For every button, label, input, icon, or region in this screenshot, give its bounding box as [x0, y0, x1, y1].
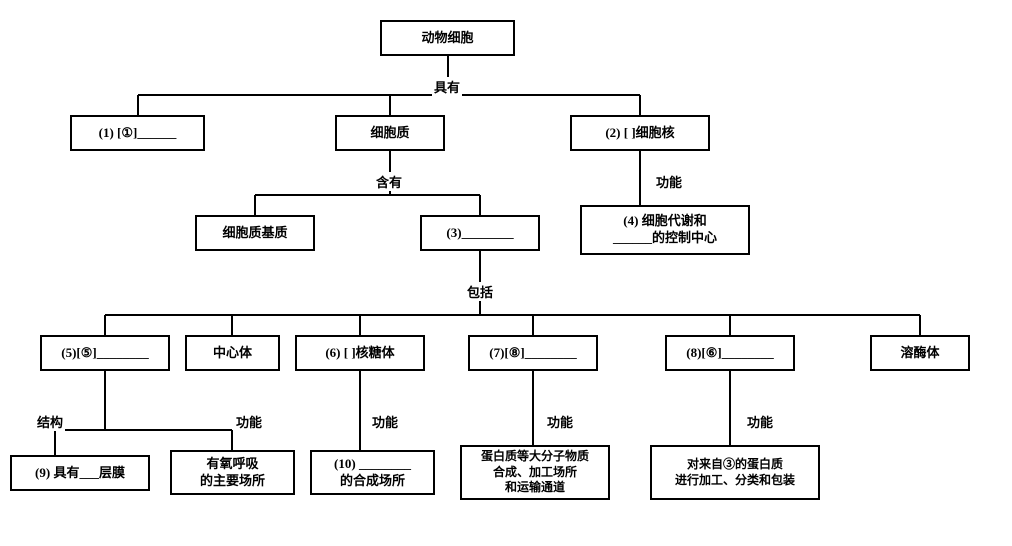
node-n4: (4) 细胞代谢和 ______的控制中心	[580, 205, 750, 255]
node-label: (1) [①]______	[99, 125, 177, 142]
edge-label-struct: 结构	[35, 412, 65, 431]
edge-label-func8: 功能	[745, 412, 775, 431]
node-matrix: 细胞质基质	[195, 215, 315, 251]
node-cytoplasm: 细胞质	[335, 115, 445, 151]
node-label: 动物细胞	[421, 30, 473, 47]
node-lyso: 溶酶体	[870, 335, 970, 371]
node-label: 有氧呼吸 的主要场所	[200, 456, 265, 490]
node-label: (9) 具有___层膜	[35, 465, 125, 482]
node-label: (4) 细胞代谢和 ______的控制中心	[613, 213, 717, 247]
node-label: (6) [ ]核糖体	[325, 345, 394, 362]
edge-label-func7: 功能	[545, 412, 575, 431]
edge-label-func6: 功能	[370, 412, 400, 431]
node-label: (7)[⑧]________	[489, 345, 576, 362]
node-n8: (8)[⑥]________	[665, 335, 795, 371]
node-n1: (1) [①]______	[70, 115, 205, 151]
node-label: (10) ________ 的合成场所	[334, 456, 411, 490]
node-resp: 有氧呼吸 的主要场所	[170, 450, 295, 495]
node-n3: (3)________	[420, 215, 540, 251]
node-label: 中心体	[213, 345, 252, 362]
edge-label-includes: 包括	[465, 282, 495, 301]
node-label: 对来自③的蛋白质 进行加工、分类和包装	[675, 457, 795, 488]
node-golgi: 对来自③的蛋白质 进行加工、分类和包装	[650, 445, 820, 500]
node-label: (8)[⑥]________	[686, 345, 773, 362]
node-label: 细胞质基质	[222, 225, 287, 242]
node-label: 蛋白质等大分子物质 合成、加工场所 和运输通道	[481, 449, 589, 496]
edge-label-contains: 含有	[374, 172, 404, 191]
node-n9: (9) 具有___层膜	[10, 455, 150, 491]
node-label: (2) [ ]细胞核	[605, 125, 674, 142]
edge-label-func5: 功能	[234, 412, 264, 431]
node-label: (5)[⑤]________	[61, 345, 148, 362]
node-centro: 中心体	[185, 335, 280, 371]
node-n6: (6) [ ]核糖体	[295, 335, 425, 371]
node-label: (3)________	[446, 225, 513, 242]
node-label: 溶酶体	[900, 345, 939, 362]
node-label: 细胞质	[370, 125, 409, 142]
node-n5: (5)[⑤]________	[40, 335, 170, 371]
node-nucleus: (2) [ ]细胞核	[570, 115, 710, 151]
node-n10: (10) ________ 的合成场所	[310, 450, 435, 495]
node-n7: (7)[⑧]________	[468, 335, 598, 371]
node-root: 动物细胞	[380, 20, 515, 56]
node-protein: 蛋白质等大分子物质 合成、加工场所 和运输通道	[460, 445, 610, 500]
edge-label-has: 具有	[432, 77, 462, 96]
edge-label-func-nuc: 功能	[654, 172, 684, 191]
